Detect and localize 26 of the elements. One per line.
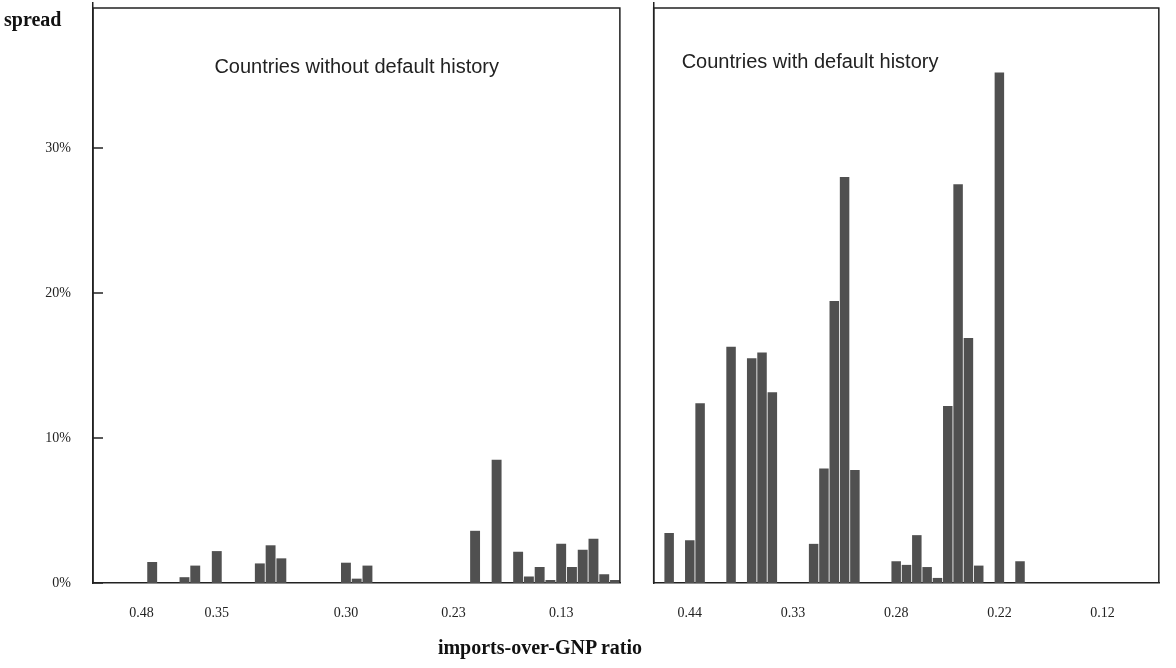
text: Countries with default history: [681, 49, 939, 72]
x-tick-label: 0.44: [677, 605, 703, 621]
x-tick-label: 0.33: [780, 605, 806, 621]
x-tick-label: 0.23: [441, 605, 466, 621]
y-tick-label: 0%: [52, 574, 72, 590]
x-tick-label: 0.35: [204, 605, 230, 621]
text: Countries without default history: [214, 54, 499, 77]
y-tick-label: 10%: [45, 429, 72, 445]
bar: [1015, 561, 1025, 583]
bar: [147, 561, 158, 583]
bar: [491, 459, 502, 583]
y-tick-label: 20%: [45, 284, 72, 300]
bar: [994, 72, 1005, 583]
x-tick-label: 0.13: [548, 605, 574, 621]
y-axis-title: spread: [4, 8, 62, 31]
x-tick-label: 0.28: [883, 605, 909, 621]
y-tick-label: 30%: [45, 139, 72, 155]
bar: [470, 530, 481, 583]
bar: [664, 532, 674, 583]
x-tick-label: 0.22: [987, 605, 1012, 621]
bar: [726, 346, 736, 583]
bar: [211, 551, 222, 583]
x-tick-label: 0.30: [333, 605, 359, 621]
x-axis-title: imports-over-GNP ratio: [436, 636, 644, 659]
x-tick-label: 0.12: [1090, 605, 1115, 621]
x-tick-label: 0.48: [129, 605, 154, 621]
